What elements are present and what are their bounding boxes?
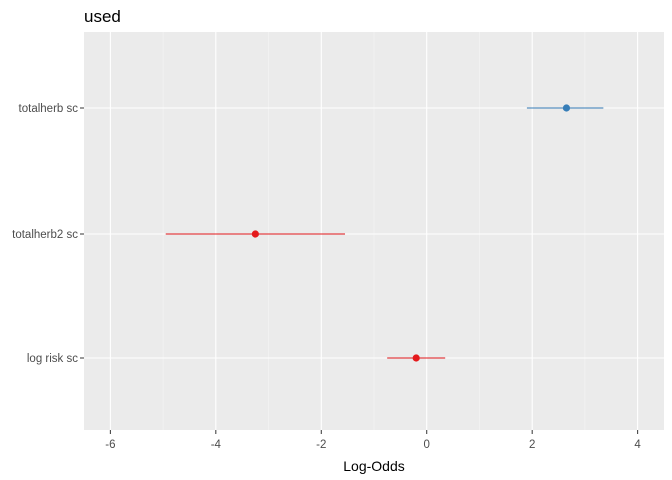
minor-gridlines (162, 32, 586, 430)
estimate-point (562, 104, 571, 112)
estimate-marks (165, 104, 604, 362)
x-tick-label: 2 (529, 439, 535, 451)
y-tick-label: log risk sc (27, 353, 78, 365)
x-tick-label: 0 (424, 439, 430, 451)
x-tick-label: -2 (316, 439, 326, 451)
estimate-point (251, 230, 259, 238)
estimate-point (412, 354, 420, 362)
x-tick-label: -4 (211, 439, 222, 451)
x-axis-title: Log-Odds (343, 458, 404, 474)
x-axis: -6 -4 -2 0 2 4 (105, 430, 641, 451)
y-tick-label: totalherb sc (19, 103, 79, 115)
chart-title: used (84, 7, 121, 26)
x-tick-label: -6 (105, 439, 115, 451)
y-axis: totalherb sc totalherb2 sc log risk sc (12, 103, 84, 365)
x-tick-label: 4 (634, 439, 641, 451)
y-tick-label: totalherb2 sc (12, 229, 78, 241)
